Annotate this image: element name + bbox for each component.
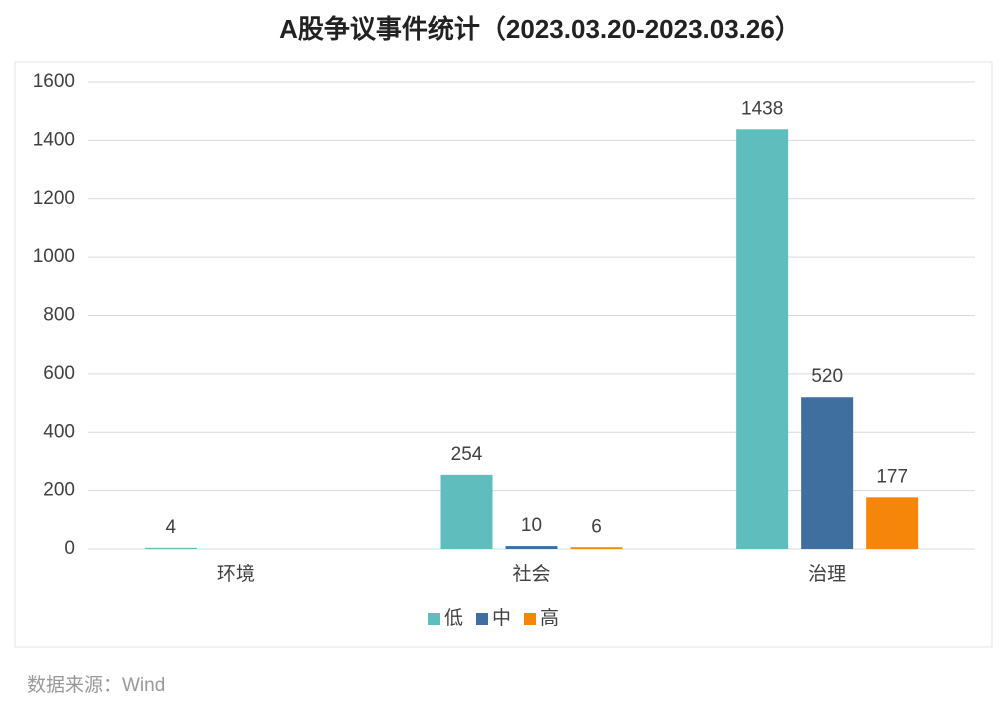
- data-label: 10: [521, 515, 542, 536]
- data-label: 4: [166, 517, 177, 538]
- legend-swatch: [524, 613, 536, 625]
- bar: [736, 129, 789, 549]
- y-tick-label: 600: [43, 363, 75, 384]
- legend-label: 高: [540, 607, 559, 629]
- chart-title: A股争议事件统计（2023.03.20-2023.03.26）: [279, 14, 801, 44]
- bar: [570, 547, 623, 549]
- source-note: 数据来源：Wind: [27, 674, 165, 696]
- bar: [801, 397, 854, 549]
- bar: [866, 497, 919, 549]
- legend-label: 中: [492, 607, 511, 629]
- y-tick-label: 1200: [33, 188, 75, 209]
- x-tick-label: 环境: [217, 563, 255, 585]
- y-tick-label: 400: [43, 421, 75, 442]
- x-tick-label: 社会: [512, 563, 550, 585]
- data-label: 1438: [741, 98, 783, 119]
- bar: [505, 546, 558, 549]
- legend-swatch: [476, 613, 488, 625]
- chart-frame: [14, 61, 993, 648]
- data-label: 177: [876, 466, 908, 487]
- y-tick-label: 1000: [33, 246, 75, 267]
- y-tick-label: 200: [43, 480, 75, 501]
- y-tick-label: 1400: [33, 129, 75, 150]
- y-tick-label: 800: [43, 305, 75, 326]
- legend-swatch: [428, 613, 440, 625]
- data-label: 520: [811, 366, 843, 387]
- y-tick-label: 0: [64, 538, 75, 559]
- bar: [144, 547, 197, 549]
- legend-label: 低: [444, 607, 463, 629]
- data-label: 6: [591, 516, 602, 537]
- data-label: 254: [451, 444, 483, 465]
- y-tick-label: 1600: [33, 71, 75, 92]
- bar: [440, 474, 493, 549]
- x-tick-label: 治理: [808, 563, 846, 585]
